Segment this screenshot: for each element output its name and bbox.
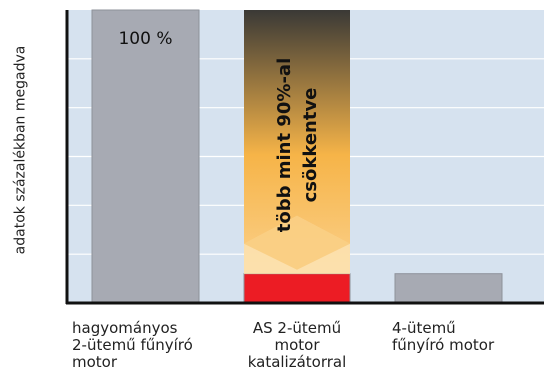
category-label: hagyományos 2-ütemű fűnyíró motor (72, 319, 193, 371)
category-label: 4-ütemű fűnyíró motor (392, 319, 495, 354)
category-label-2-container: AS 2-ütemű motor katalizátorral (232, 320, 362, 371)
category-label-1-container: hagyományos 2-ütemű fűnyíró motor (72, 320, 242, 371)
reduction-annotation: több mint 90%-al csökkentve (274, 58, 321, 233)
reduction-annotation-line: csökkentve (300, 88, 321, 203)
bar (243, 273, 351, 304)
y-axis-label-container: adatok százalékban megadva (0, 0, 40, 300)
data-label: 100 % (118, 29, 172, 49)
y-axis-label: adatok százalékban megadva (12, 45, 28, 255)
category-label-3-container: 4-ütemű fűnyíró motor (392, 320, 542, 354)
reduction-annotation-line: több mint 90%-al (274, 58, 295, 233)
category-label: AS 2-ütemű motor katalizátorral (247, 319, 347, 371)
reduction-arrow-shade (244, 215, 350, 270)
bar (394, 273, 503, 304)
bar (91, 9, 200, 304)
